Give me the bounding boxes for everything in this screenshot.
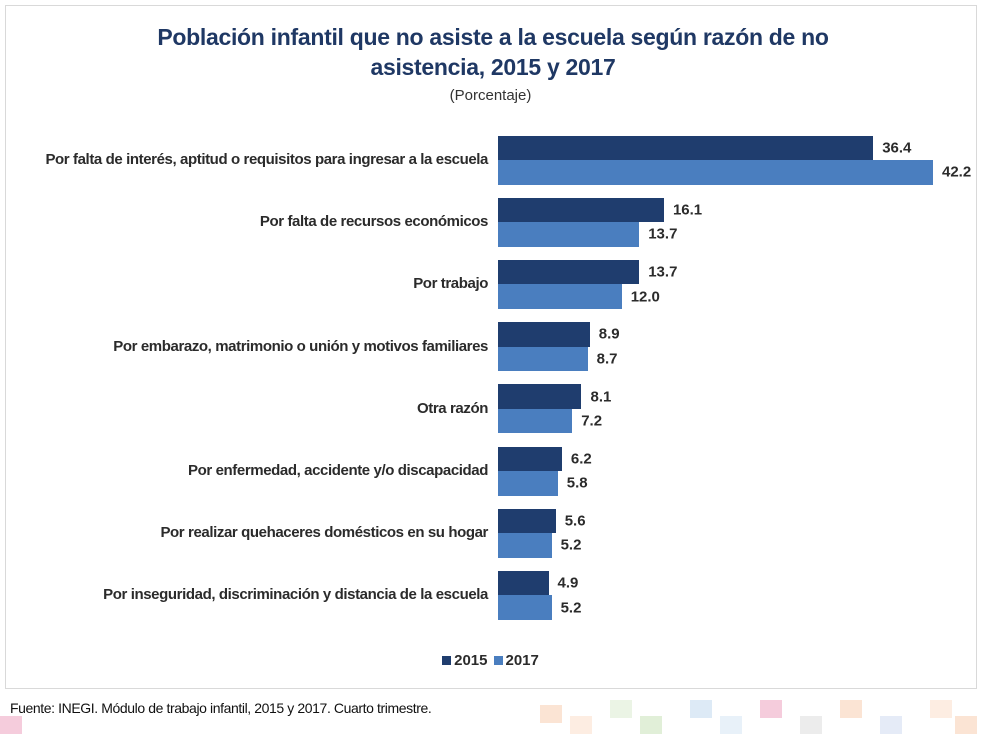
value-label: 5.6 bbox=[564, 512, 586, 530]
bar bbox=[498, 222, 640, 247]
value-label: 8.7 bbox=[596, 350, 618, 368]
legend-item: 2017 bbox=[493, 652, 539, 669]
category-label: Por enfermedad, accidente y/o discapacid… bbox=[188, 462, 488, 479]
legend-label: 2015 bbox=[454, 652, 488, 669]
bar bbox=[498, 259, 640, 285]
legend-swatch bbox=[493, 656, 503, 665]
chart-subtitle: (Porcentaje) bbox=[449, 87, 532, 104]
bar bbox=[498, 471, 558, 496]
value-label: 12.0 bbox=[630, 288, 660, 306]
value-label: 7.2 bbox=[581, 412, 603, 430]
legend: 2015 2017 bbox=[0, 652, 981, 669]
bar bbox=[498, 508, 556, 534]
value-label: 36.4 bbox=[882, 139, 912, 157]
value-label: 13.7 bbox=[648, 263, 678, 281]
value-label: 13.7 bbox=[648, 225, 678, 243]
value-label: 8.9 bbox=[598, 325, 620, 343]
source-note: Fuente: INEGI. Módulo de trabajo infanti… bbox=[10, 700, 432, 716]
value-label: 5.8 bbox=[566, 474, 588, 492]
legend-swatch bbox=[442, 656, 452, 665]
bar bbox=[498, 570, 549, 596]
value-label: 6.2 bbox=[570, 450, 592, 468]
legend-item: 2015 bbox=[442, 652, 488, 669]
bar bbox=[498, 595, 552, 620]
bar bbox=[498, 533, 552, 558]
legend-label: 2017 bbox=[505, 652, 539, 669]
category-label: Por embarazo, matrimonio o unión y motiv… bbox=[113, 337, 488, 355]
category-label: Por inseguridad, discriminación y distan… bbox=[103, 586, 488, 604]
value-label: 16.1 bbox=[672, 201, 703, 219]
chart-title: Población infantil que no asiste a la es… bbox=[157, 24, 829, 80]
category-label: Por trabajo bbox=[413, 275, 488, 293]
bar bbox=[498, 346, 588, 372]
bar bbox=[498, 197, 664, 223]
bar bbox=[498, 322, 590, 347]
bar bbox=[498, 284, 622, 309]
bar bbox=[498, 446, 562, 471]
bar bbox=[498, 135, 874, 160]
value-label: 5.2 bbox=[560, 536, 582, 554]
chart-frame bbox=[5, 5, 977, 689]
category-label: Otra razón bbox=[416, 399, 488, 417]
bar bbox=[498, 384, 582, 409]
value-label: 4.9 bbox=[557, 574, 579, 592]
value-label: 8.1 bbox=[590, 388, 612, 406]
bar bbox=[498, 160, 933, 185]
category-label: Por realizar quehaceres domésticos en su… bbox=[160, 524, 488, 542]
category-label: Por falta de recursos económicos bbox=[259, 213, 489, 231]
value-label: 42.2 bbox=[942, 163, 972, 181]
value-label: 5.2 bbox=[560, 599, 582, 617]
bar bbox=[498, 408, 573, 434]
category-label: Por falta de interés, aptitud o requisit… bbox=[45, 151, 488, 168]
